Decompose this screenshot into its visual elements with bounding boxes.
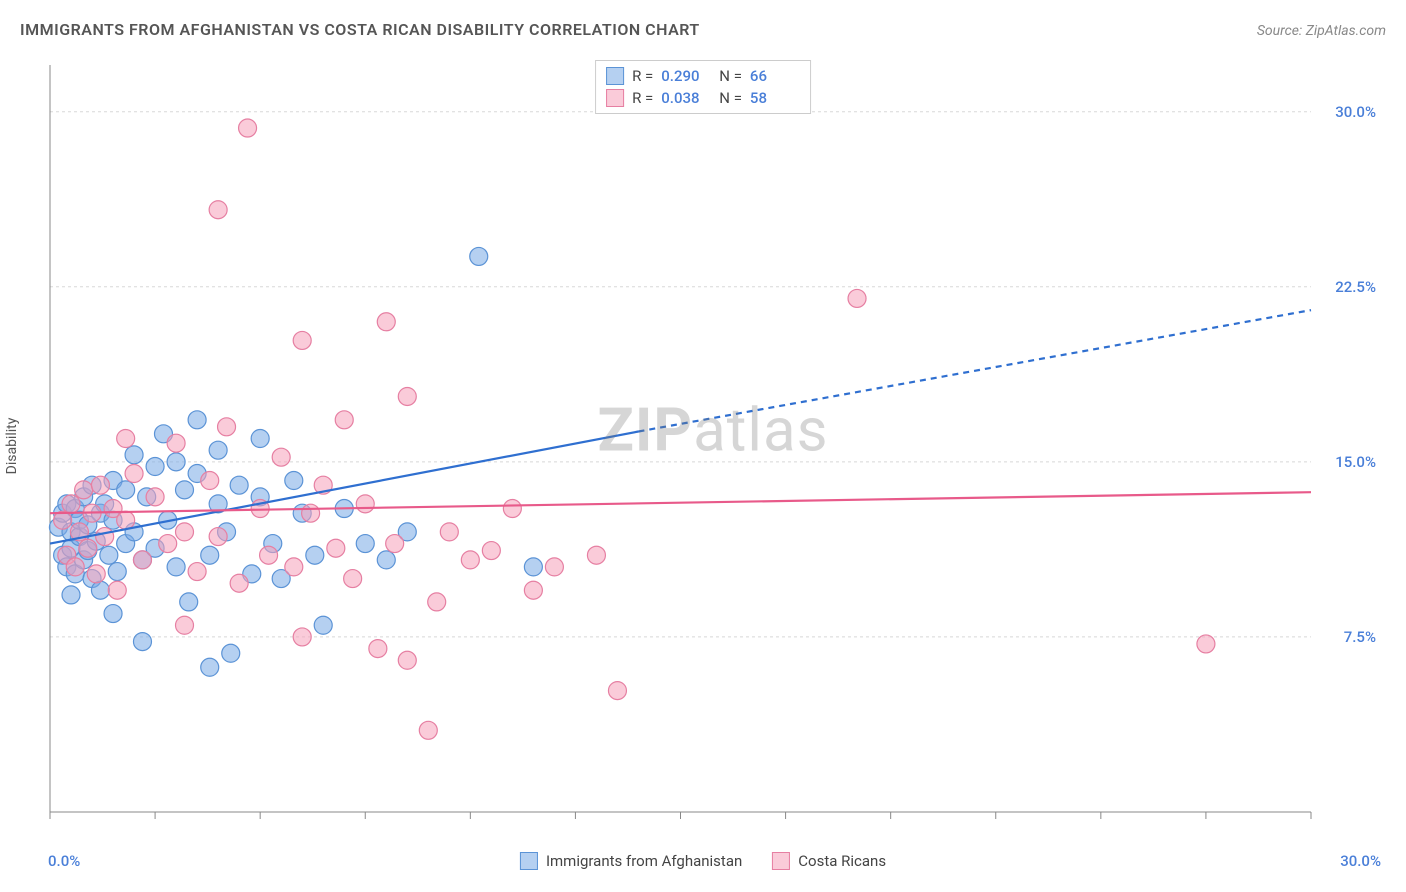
- x-start-label: 0.0%: [48, 852, 80, 870]
- n-label: N =: [719, 67, 742, 85]
- swatch-icon: [606, 89, 624, 107]
- r-label: R =: [632, 67, 653, 85]
- stats-row-0: R = 0.290 N = 66: [606, 65, 800, 87]
- legend-label: Immigrants from Afghanistan: [546, 852, 742, 870]
- source-attribution: Source: ZipAtlas.com: [1257, 23, 1386, 39]
- r-value: 0.038: [661, 89, 711, 107]
- chart-title: IMMIGRANTS FROM AFGHANISTAN VS COSTA RIC…: [20, 20, 700, 39]
- n-value: 66: [750, 67, 800, 85]
- y-tick-label: 15.0%: [1335, 453, 1376, 471]
- swatch-icon: [606, 67, 624, 85]
- stats-row-1: R = 0.038 N = 58: [606, 87, 800, 109]
- y-tick-label: 30.0%: [1335, 103, 1376, 121]
- x-end-label: 30.0%: [1340, 852, 1381, 870]
- y-tick-label: 7.5%: [1344, 628, 1376, 646]
- scatter-plot: [45, 55, 1381, 837]
- y-axis-label: Disability: [4, 418, 20, 475]
- swatch-icon: [772, 852, 790, 870]
- swatch-icon: [520, 852, 538, 870]
- y-tick-label: 22.5%: [1335, 278, 1376, 296]
- r-value: 0.290: [661, 67, 711, 85]
- r-label: R =: [632, 89, 653, 107]
- n-label: N =: [719, 89, 742, 107]
- stats-legend: R = 0.290 N = 66 R = 0.038 N = 58: [595, 60, 811, 114]
- bottom-legend: Immigrants from Afghanistan Costa Ricans: [520, 852, 886, 870]
- n-value: 58: [750, 89, 800, 107]
- legend-label: Costa Ricans: [798, 852, 886, 870]
- legend-item-1: Costa Ricans: [772, 852, 886, 870]
- legend-item-0: Immigrants from Afghanistan: [520, 852, 742, 870]
- chart-container: ZIPatlas: [45, 55, 1381, 837]
